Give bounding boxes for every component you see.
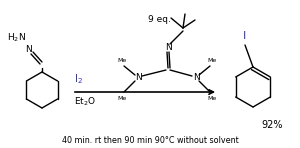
Text: N: N: [165, 44, 171, 53]
Text: N: N: [25, 45, 32, 54]
Text: 40 min. rt then 90 min 90°C without solvent: 40 min. rt then 90 min 90°C without solv…: [61, 136, 239, 145]
Text: 9 eq.: 9 eq.: [148, 15, 171, 24]
Text: H$_2$N: H$_2$N: [7, 32, 26, 44]
Text: Et$_2$O: Et$_2$O: [74, 96, 96, 108]
Text: Me: Me: [207, 58, 217, 63]
Text: N: N: [193, 74, 200, 82]
Text: Me: Me: [207, 96, 217, 101]
Text: Me: Me: [117, 58, 127, 63]
Text: I$_2$: I$_2$: [74, 72, 83, 86]
Text: N: N: [135, 74, 141, 82]
Text: Me: Me: [117, 96, 127, 101]
Text: 92%: 92%: [261, 120, 283, 130]
Text: I: I: [243, 31, 247, 41]
